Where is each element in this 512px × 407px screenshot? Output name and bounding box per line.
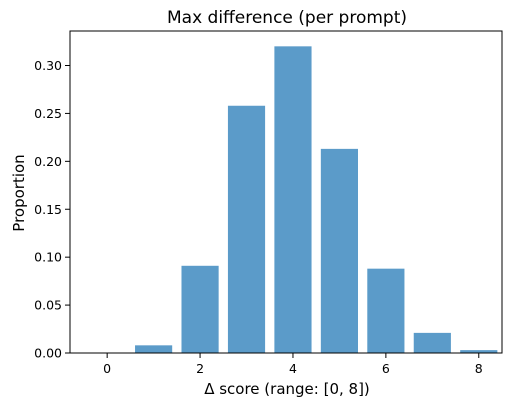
bar-4 xyxy=(274,46,312,353)
x-tick-label: 4 xyxy=(289,361,297,376)
y-tick-label: 0.00 xyxy=(34,346,62,361)
y-tick-label: 0.25 xyxy=(34,106,62,121)
y-tick-label: 0.05 xyxy=(34,298,62,313)
x-axis-label: Δ score (range: [0, 8]) xyxy=(204,380,370,398)
bar-3 xyxy=(227,105,266,353)
x-tick-label: 2 xyxy=(196,361,204,376)
plot-frame xyxy=(69,30,503,354)
bars-group xyxy=(135,46,498,353)
bar-1 xyxy=(135,345,173,353)
x-tick-label: 6 xyxy=(382,361,390,376)
bar-8 xyxy=(460,350,498,353)
bar-7 xyxy=(413,332,451,353)
y-tick-label: 0.30 xyxy=(34,58,62,73)
chart-title: Max difference (per prompt) xyxy=(167,8,407,28)
x-tick-label: 8 xyxy=(475,361,483,376)
y-tick-label: 0.10 xyxy=(34,250,62,265)
bar-5 xyxy=(320,148,358,353)
x-tick-label: 0 xyxy=(103,361,111,376)
y-tick-label: 0.20 xyxy=(34,154,62,169)
y-axis-label: Proportion xyxy=(10,154,28,231)
x-axis-ticks: 0 2 4 6 8 xyxy=(103,353,483,376)
bar-2 xyxy=(181,265,219,353)
y-tick-label: 0.15 xyxy=(34,202,62,217)
y-axis-ticks: 0.00 0.05 0.10 0.15 0.20 0.25 0.30 xyxy=(34,58,70,361)
bar-6 xyxy=(367,268,405,353)
